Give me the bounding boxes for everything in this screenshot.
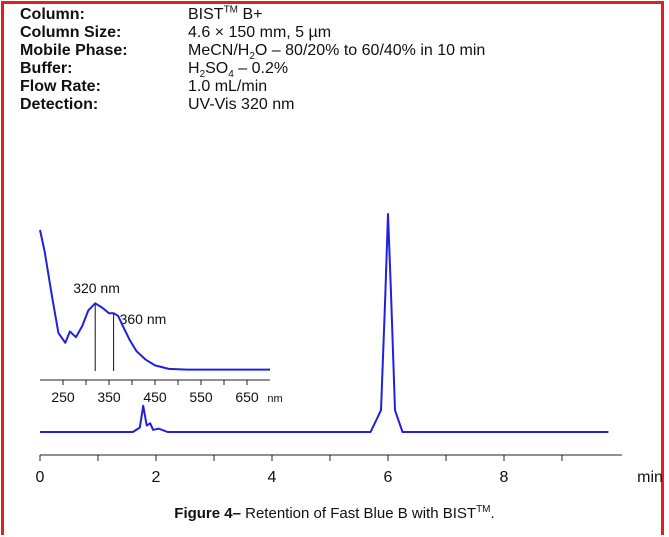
x-tick-label: 4	[268, 469, 277, 486]
spec-row-column: Column: BISTTM B+	[20, 4, 485, 24]
annotation-label: 360 nm	[120, 311, 167, 327]
spec-label: Column Size:	[20, 24, 122, 41]
spec-value: 1.0 mL/min	[188, 78, 268, 95]
x-axis-label: min	[637, 469, 663, 486]
uv-spectrum-trace	[39, 229, 270, 371]
spec-row-buffer: Buffer: H2SO4 – 0.2%	[20, 60, 485, 81]
spec-label: Buffer:	[20, 60, 73, 77]
method-specs: Column: BISTTM B+ Column Size: 4.6 × 150…	[20, 4, 486, 114]
inset-x-tick-label: 350	[97, 389, 121, 405]
spec-value: MeCN/H2O – 80/20% to 60/40% in 10 min	[188, 42, 486, 63]
chromatogram-trace	[40, 213, 609, 433]
spec-value: BISTTM B+	[188, 4, 263, 23]
chromatogram-axis: 0 2 4 6 8 min	[36, 454, 663, 486]
x-tick-label: 6	[384, 469, 393, 486]
spec-label: Mobile Phase:	[20, 42, 128, 59]
inset-x-axis-label: nm	[267, 393, 282, 405]
caption-superscript: TM	[476, 504, 491, 515]
spec-value: 4.6 × 150 mm, 5 µm	[188, 24, 332, 41]
spec-row-mobile-phase: Mobile Phase: MeCN/H2O – 80/20% to 60/40…	[20, 42, 486, 63]
inset-x-tick-label: 650	[235, 389, 259, 405]
inset-x-tick-label: 450	[143, 389, 167, 405]
inset-x-tick-label: 250	[51, 389, 75, 405]
caption-text: Retention of Fast Blue B with BIST	[240, 505, 477, 522]
spec-value: UV-Vis 320 nm	[188, 96, 295, 113]
chromatogram-trace-group	[40, 213, 609, 433]
spec-label: Detection:	[20, 96, 99, 113]
x-tick-label: 8	[500, 469, 509, 486]
caption-figure-number: Figure 4–	[174, 505, 241, 522]
spec-row-detection: Detection: UV-Vis 320 nm	[20, 96, 485, 114]
inset-x-tick-label: 550	[189, 389, 213, 405]
uv-spectrum-trace-group	[39, 229, 270, 371]
spec-label: Flow Rate:	[20, 78, 101, 95]
spec-row-column-size: Column Size: 4.6 × 150 mm, 5 µm	[20, 24, 485, 42]
spec-value: H2SO4 – 0.2%	[188, 60, 289, 81]
x-tick-label: 0	[36, 469, 45, 486]
spec-row-flow-rate: Flow Rate: 1.0 mL/min	[20, 78, 485, 96]
x-tick-label: 2	[152, 469, 161, 486]
spec-label: Column:	[20, 6, 85, 23]
figure-caption: Figure 4– Retention of Fast Blue B with …	[174, 504, 495, 523]
annotation-label: 320 nm	[73, 280, 120, 296]
